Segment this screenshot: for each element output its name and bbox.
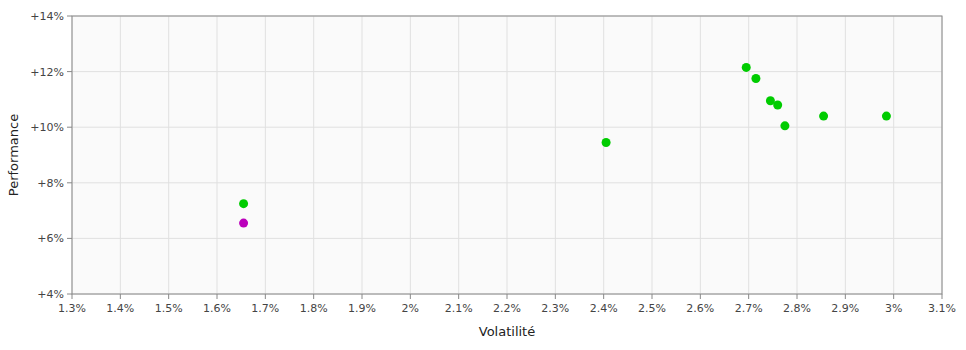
grid-line-x (652, 16, 653, 294)
tick-label-x: 2.5% (638, 302, 666, 315)
tick-x (362, 294, 363, 299)
tick-x (603, 294, 604, 299)
grid-line-x (893, 16, 894, 294)
tick-x (893, 294, 894, 299)
plot-frame (72, 16, 942, 294)
grid-line-x (797, 16, 798, 294)
tick-label-x: 1.6% (203, 302, 231, 315)
grid-line-y (72, 238, 942, 239)
tick-label-x: 2.1% (445, 302, 473, 315)
tick-x (217, 294, 218, 299)
x-axis-label: Volatilité (479, 324, 535, 339)
tick-label-y: +12% (30, 66, 64, 79)
grid-line-y (72, 127, 942, 128)
tick-x (265, 294, 266, 299)
tick-label-y: +4% (37, 288, 64, 301)
grid-line-x (265, 16, 266, 294)
grid-line-x (507, 16, 508, 294)
tick-label-x: 2.7% (735, 302, 763, 315)
tick-x (313, 294, 314, 299)
grid-line-x (748, 16, 749, 294)
tick-label-x: 2.3% (541, 302, 569, 315)
tick-x (652, 294, 653, 299)
tick-y (67, 294, 72, 295)
tick-label-x: 2% (402, 302, 419, 315)
series (239, 219, 248, 228)
tick-x (797, 294, 798, 299)
tick-y (67, 71, 72, 72)
grid-line-x (845, 16, 846, 294)
grid-line-x (603, 16, 604, 294)
tick-label-y: +10% (30, 121, 64, 134)
grid-line-x (410, 16, 411, 294)
tick-x (507, 294, 508, 299)
tick-x (120, 294, 121, 299)
tick-x (410, 294, 411, 299)
grid-line-x (120, 16, 121, 294)
tick-label-y: +8% (37, 177, 64, 190)
tick-x (168, 294, 169, 299)
tick-x (748, 294, 749, 299)
tick-label-x: 1.5% (155, 302, 183, 315)
y-axis-label: Performance (6, 114, 21, 196)
tick-label-x: 3% (885, 302, 902, 315)
tick-y (67, 127, 72, 128)
plot-area (72, 16, 942, 294)
tick-x (942, 294, 943, 299)
point (882, 112, 891, 121)
tick-y (67, 182, 72, 183)
point (819, 112, 828, 121)
grid-line-x (362, 16, 363, 294)
grid-line-x (217, 16, 218, 294)
tick-label-x: 1.7% (251, 302, 279, 315)
tick-x (845, 294, 846, 299)
tick-label-x: 2.6% (686, 302, 714, 315)
grid-line-x (700, 16, 701, 294)
tick-x (700, 294, 701, 299)
grid-line-x (313, 16, 314, 294)
point (239, 219, 248, 228)
grid-line-y (72, 71, 942, 72)
grid-line-x (555, 16, 556, 294)
tick-y (67, 16, 72, 17)
tick-y (67, 238, 72, 239)
tick-label-x: 2.8% (783, 302, 811, 315)
point (239, 199, 248, 208)
tick-label-x: 1.3% (58, 302, 86, 315)
tick-label-x: 2.4% (590, 302, 618, 315)
point (742, 63, 751, 72)
tick-label-x: 2.9% (831, 302, 859, 315)
tick-x (458, 294, 459, 299)
tick-x (72, 294, 73, 299)
grid-line-x (168, 16, 169, 294)
tick-label-y: +14% (30, 10, 64, 23)
tick-x (555, 294, 556, 299)
tick-label-x: 3.1% (928, 302, 956, 315)
tick-label-x: 1.8% (300, 302, 328, 315)
series (239, 63, 891, 208)
grid-line-x (458, 16, 459, 294)
point (780, 121, 789, 130)
tick-label-y: +6% (37, 232, 64, 245)
point (751, 74, 760, 83)
tick-label-x: 1.4% (106, 302, 134, 315)
marks (239, 63, 891, 228)
tick-label-x: 2.2% (493, 302, 521, 315)
chart: 1.3% 1.4% 1.5% 1.6% 1.7% 1.8% 1.9% 2% 2.1% 2.2% 2.… (0, 0, 966, 350)
axes: 1.3% 1.4% 1.5% 1.6% 1.7% 1.8% 1.9% 2% 2.1% 2.2% 2.… (30, 10, 956, 315)
grid-line-y (72, 182, 942, 183)
grid (72, 16, 942, 294)
tick-label-x: 1.9% (348, 302, 376, 315)
point (602, 138, 611, 147)
point (773, 100, 782, 109)
